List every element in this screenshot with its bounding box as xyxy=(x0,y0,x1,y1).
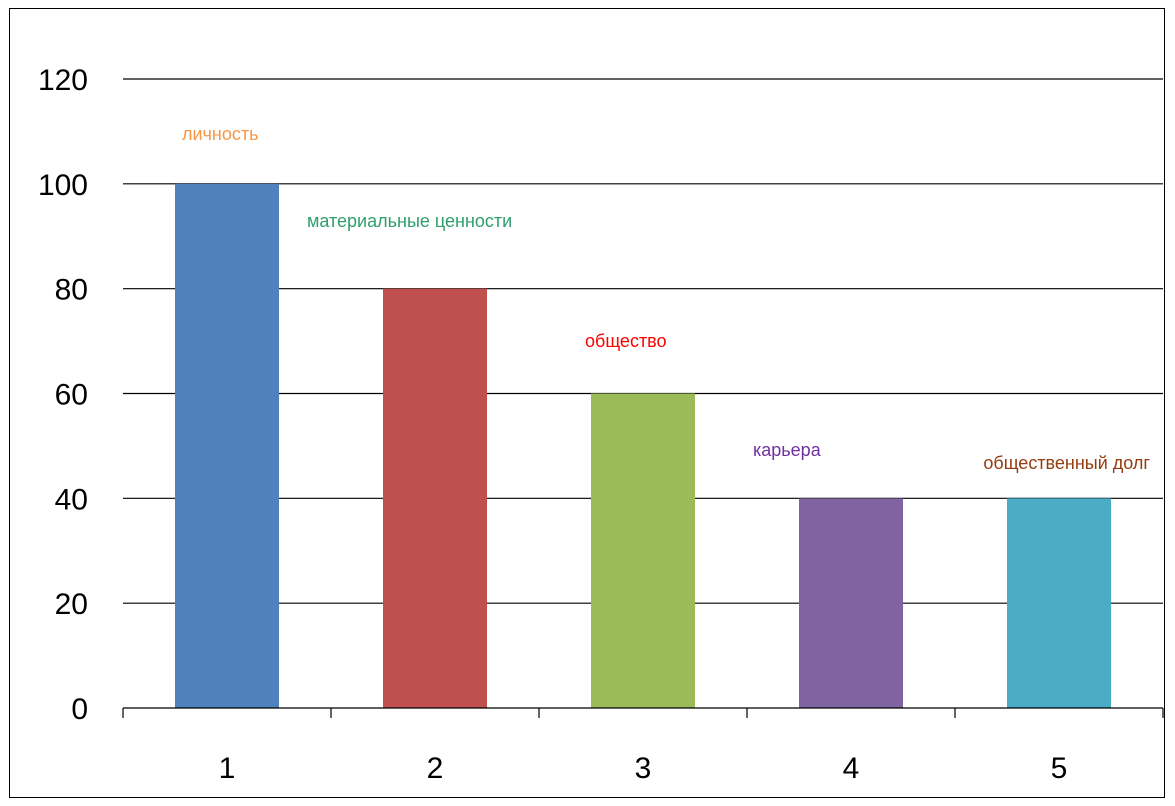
x-tick-label: 3 xyxy=(635,752,652,785)
y-tick-label: 40 xyxy=(55,483,88,516)
y-tick-label: 0 xyxy=(71,693,88,726)
bar-annotation: личность xyxy=(182,124,259,144)
bar-annotations: личность материальные ценности общество кар… xyxy=(182,124,1150,473)
bar xyxy=(1007,498,1111,708)
y-tick-label: 20 xyxy=(55,588,88,621)
bar-annotation: общество xyxy=(585,331,667,351)
bar-annotation: общественный долг xyxy=(983,453,1150,473)
x-tick-label: 5 xyxy=(1051,752,1068,785)
x-tick-label: 1 xyxy=(219,752,236,785)
bar xyxy=(591,393,695,708)
y-tick-label: 80 xyxy=(55,274,88,307)
x-axis xyxy=(122,707,1164,718)
x-tick-label: 4 xyxy=(843,752,860,785)
bars xyxy=(175,183,1111,709)
y-tick-label: 120 xyxy=(38,64,88,97)
bar xyxy=(175,183,279,709)
y-axis-ticks: 0 20 40 60 80 100 120 xyxy=(38,64,88,726)
x-tick-label: 2 xyxy=(427,752,444,785)
bar xyxy=(799,498,903,708)
y-tick-label: 60 xyxy=(55,379,88,412)
y-tick-label: 100 xyxy=(38,169,88,202)
x-axis-ticks: 1 2 3 4 5 xyxy=(219,752,1068,785)
gridlines xyxy=(123,78,1163,604)
bar xyxy=(383,288,487,708)
bar-annotation: материальные ценности xyxy=(307,211,512,231)
bar-annotation: карьера xyxy=(753,440,822,460)
